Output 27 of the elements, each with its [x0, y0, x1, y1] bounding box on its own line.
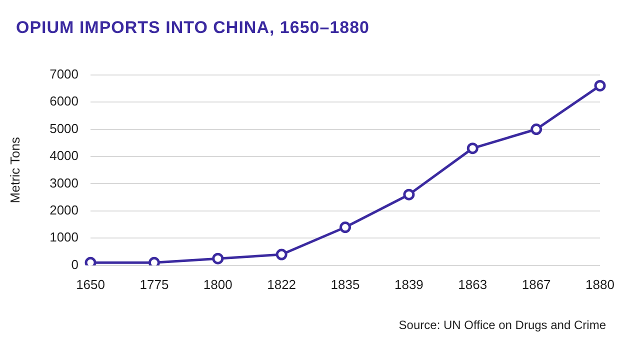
x-tick-label: 1863	[458, 276, 488, 292]
y-tick-label: 1000	[50, 230, 79, 245]
point	[340, 222, 352, 234]
y-tick-label: 2000	[50, 202, 79, 218]
chart-title: OPIUM IMPORTS INTO CHINA, 1650–1880	[16, 18, 370, 38]
point	[530, 124, 542, 136]
x-tick-label: 1822	[267, 276, 296, 292]
point	[466, 142, 478, 154]
point	[212, 252, 224, 264]
point	[594, 80, 606, 92]
point	[276, 248, 288, 260]
y-tick-label: 0	[71, 256, 79, 272]
x-tick-label: 1835	[330, 276, 360, 292]
source-note: Source: UN Office on Drugs and Crime	[398, 318, 606, 332]
y-tick-label: 5000	[50, 120, 79, 136]
x-tick-label: 1650	[76, 276, 105, 292]
x-tick-label: 1800	[203, 276, 232, 292]
y-tick-label: 7000	[50, 66, 79, 82]
point	[403, 188, 415, 200]
y-tick-label: 4000	[50, 148, 79, 164]
x-tick-label: 1839	[394, 276, 424, 292]
y-axis-title: Metric Tons	[7, 136, 22, 204]
y-tick-label: 6000	[50, 94, 79, 109]
x-tick-label: 1775	[140, 276, 169, 292]
x-tick-label: 1880	[586, 276, 614, 292]
y-tick-label: 3000	[50, 175, 79, 190]
x-tick-label: 1867	[522, 276, 551, 292]
